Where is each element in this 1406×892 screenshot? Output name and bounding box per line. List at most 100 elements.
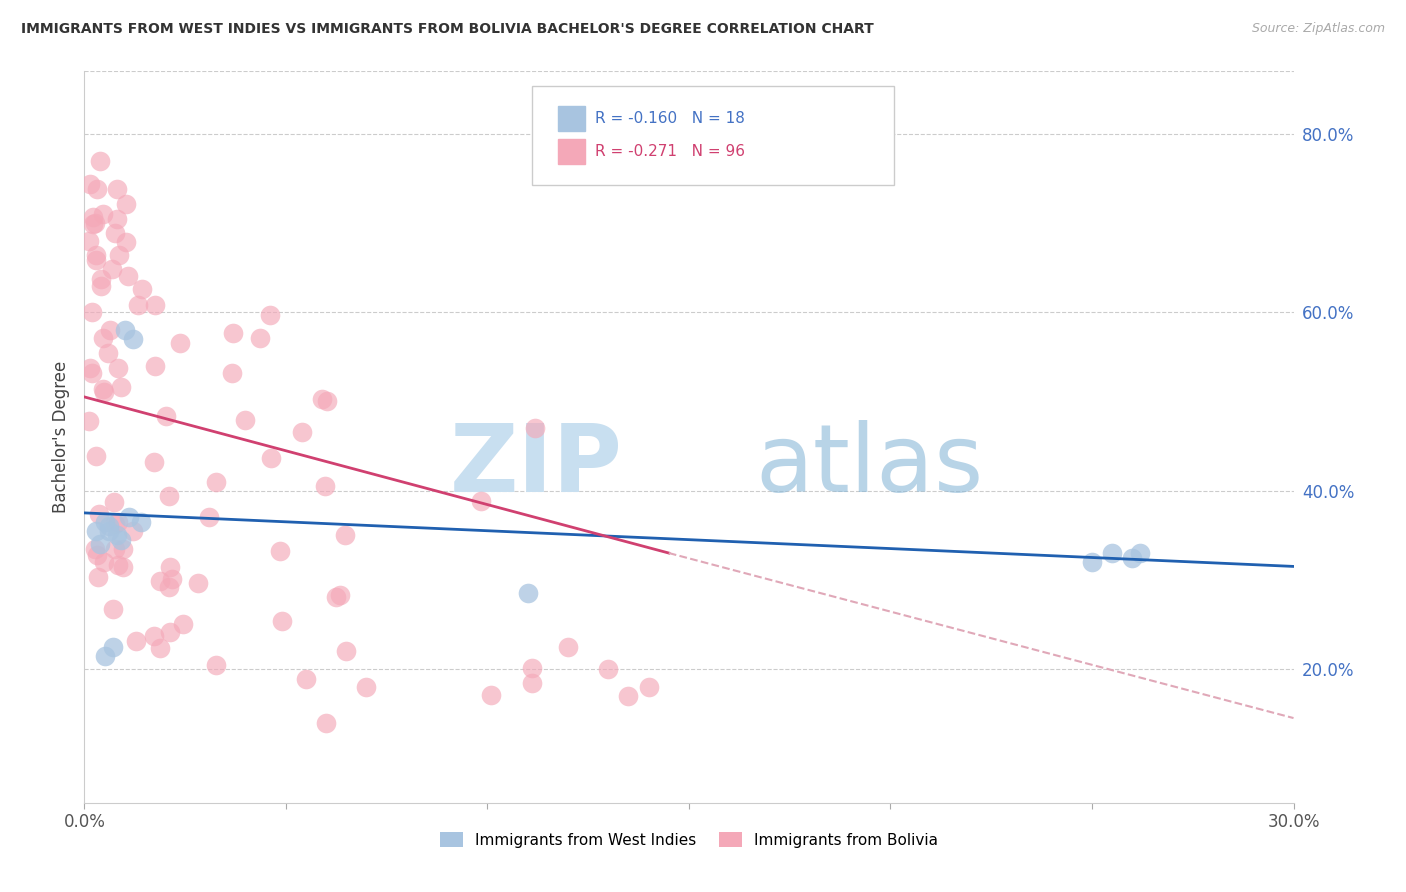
Point (93, 515, 115, 529)
Point (84, 248, 107, 262)
Point (98, 323, 121, 337)
Point (97, 346, 120, 360)
Point (121, 332, 143, 346)
Point (90, 279, 112, 293)
Point (159, 559, 181, 574)
Point (127, 298, 149, 312)
Point (520, 661, 543, 675)
Point (333, 528, 356, 542)
Point (335, 644, 357, 658)
Point (157, 489, 180, 503)
Point (104, 517, 127, 532)
Point (259, 451, 281, 466)
Point (79, 413, 101, 427)
Point (79, 177, 101, 191)
Point (82, 366, 104, 380)
Point (103, 602, 125, 616)
Point (105, 528, 128, 542)
Point (221, 366, 243, 380)
Point (124, 634, 146, 648)
Point (198, 509, 221, 524)
Text: atlas: atlas (755, 420, 984, 512)
Point (479, 689, 502, 703)
Point (524, 421, 547, 435)
Point (205, 658, 228, 673)
Point (86, 182, 108, 196)
Point (356, 680, 378, 694)
Point (172, 616, 194, 631)
Point (160, 572, 183, 586)
Point (311, 392, 333, 406)
Point (259, 308, 281, 322)
Point (118, 510, 141, 524)
Point (104, 541, 127, 556)
Text: IMMIGRANTS FROM WEST INDIES VS IMMIGRANTS FROM BOLIVIA BACHELOR'S DEGREE CORRELA: IMMIGRANTS FROM WEST INDIES VS IMMIGRANT… (21, 22, 875, 37)
Point (249, 331, 271, 345)
Point (108, 248, 131, 262)
Point (86, 524, 108, 538)
Point (103, 495, 125, 509)
Point (86, 450, 108, 464)
Text: Source: ZipAtlas.com: Source: ZipAtlas.com (1251, 22, 1385, 36)
Point (205, 475, 228, 489)
Point (598, 662, 620, 676)
Point (516, 586, 538, 600)
Point (121, 524, 143, 538)
FancyBboxPatch shape (531, 86, 894, 185)
Point (143, 629, 166, 643)
Point (1129, 546, 1152, 560)
Point (233, 413, 256, 427)
Point (112, 541, 135, 556)
Point (149, 574, 172, 588)
Point (159, 625, 181, 640)
Point (557, 640, 579, 654)
Point (91, 331, 114, 345)
Point (187, 575, 209, 590)
Point (86, 548, 108, 562)
Point (82, 218, 104, 232)
Point (114, 197, 136, 211)
Point (101, 640, 124, 654)
Point (315, 715, 337, 730)
Point (101, 262, 124, 277)
Point (637, 680, 659, 694)
Point (157, 580, 180, 594)
Point (90, 272, 112, 286)
Point (295, 672, 318, 686)
Point (89, 153, 111, 168)
Point (107, 211, 129, 226)
Point (87, 569, 110, 583)
Point (93, 206, 115, 220)
Point (325, 591, 347, 605)
Point (82, 211, 104, 225)
Y-axis label: Bachelor's Degree: Bachelor's Degree (52, 361, 70, 513)
Bar (558, 138, 585, 164)
Legend: Immigrants from West Indies, Immigrants from Bolivia: Immigrants from West Indies, Immigrants … (433, 825, 945, 854)
Point (143, 455, 166, 469)
Point (114, 323, 136, 337)
Point (470, 493, 492, 508)
Point (105, 182, 128, 196)
Point (155, 409, 177, 423)
Point (329, 588, 352, 602)
Point (269, 543, 291, 558)
Point (149, 640, 172, 655)
Point (89, 537, 111, 551)
Point (129, 515, 152, 529)
Point (143, 298, 166, 312)
Point (84, 216, 107, 230)
Point (93, 555, 115, 569)
Point (93, 385, 115, 400)
Point (1121, 550, 1143, 565)
Point (107, 558, 129, 573)
Point (107, 361, 129, 376)
Point (291, 425, 314, 440)
Point (83, 541, 105, 556)
Point (80, 305, 103, 319)
Point (271, 614, 294, 628)
Point (1101, 546, 1123, 560)
Point (107, 515, 129, 529)
Point (86, 252, 108, 267)
Text: R = -0.271   N = 96: R = -0.271 N = 96 (595, 144, 745, 159)
Point (97, 524, 120, 538)
